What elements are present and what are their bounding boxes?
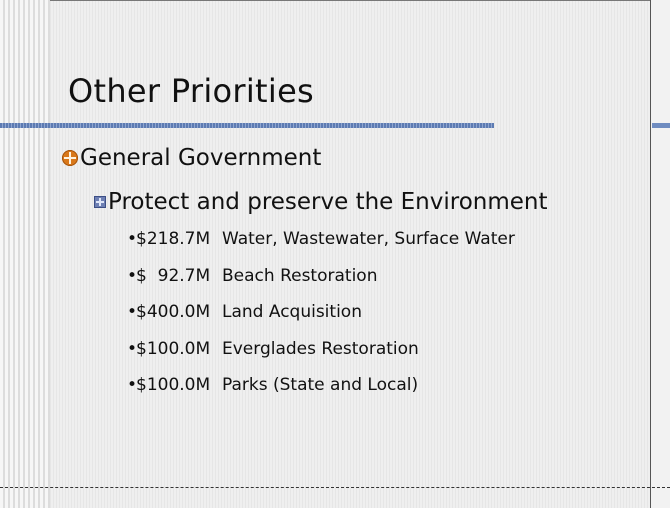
list-item: • $100.0M Parks (State and Local) xyxy=(127,375,515,412)
item-label: Beach Restoration xyxy=(222,265,378,286)
item-label: Parks (State and Local) xyxy=(222,375,419,395)
list-item: • $100.0M Everglades Restoration xyxy=(127,339,515,376)
blue-square-plus-icon xyxy=(94,196,106,208)
item-amount: $ 92.7M xyxy=(136,265,211,286)
item-amount: $218.7M xyxy=(136,229,211,249)
slide-bottom-guide xyxy=(0,487,670,488)
bullet-dot: • xyxy=(127,302,138,322)
bullet-dot: • xyxy=(127,375,138,395)
bullet-level1: General Government xyxy=(62,145,321,171)
funding-list: • $218.7M Water, Wastewater, Surface Wat… xyxy=(127,229,515,412)
slide-top-border xyxy=(0,0,670,1)
bullet-dot: • xyxy=(127,265,138,286)
bullet-level1-text: General Government xyxy=(80,145,322,171)
item-amount: $100.0M xyxy=(136,338,211,359)
item-amount: $400.0M xyxy=(136,302,211,322)
item-label: Water, Wastewater, Surface Water xyxy=(222,229,515,249)
item-label: Land Acquisition xyxy=(222,302,362,322)
list-item: • $ 92.7M Beach Restoration xyxy=(127,266,515,303)
bullet-dot: • xyxy=(127,338,138,359)
orange-circle-plus-icon xyxy=(62,150,78,166)
item-label: Everglades Restoration xyxy=(222,338,419,359)
slide-title: Other Priorities xyxy=(68,72,315,110)
bullet-dot: • xyxy=(127,229,138,249)
title-underline xyxy=(0,123,494,128)
item-amount: $100.0M xyxy=(136,375,211,395)
title-underline-right xyxy=(652,123,670,128)
list-item: • $400.0M Land Acquisition xyxy=(127,302,515,339)
bullet-level2: Protect and preserve the Environment xyxy=(94,189,548,215)
slide-right-margin xyxy=(651,0,670,508)
slide-right-border xyxy=(650,0,651,508)
bullet-level2-text: Protect and preserve the Environment xyxy=(108,189,548,215)
slide-left-band xyxy=(0,0,50,508)
list-item: • $218.7M Water, Wastewater, Surface Wat… xyxy=(127,229,515,266)
